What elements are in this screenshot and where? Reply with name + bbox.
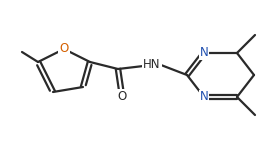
Text: HN: HN (143, 58, 161, 72)
Text: O: O (59, 42, 69, 56)
Text: O: O (117, 90, 127, 102)
Text: N: N (200, 90, 208, 104)
Text: N: N (200, 46, 208, 60)
